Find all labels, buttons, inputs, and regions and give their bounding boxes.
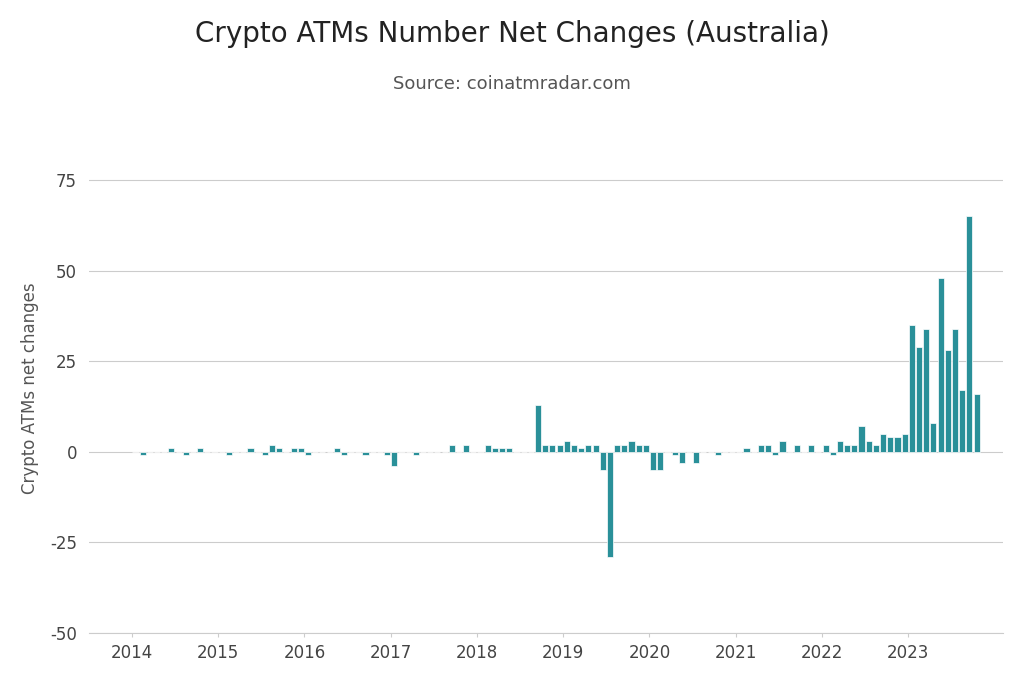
Bar [593, 445, 599, 452]
Bar [909, 325, 914, 452]
Text: Crypto ATMs Number Net Changes (Australia): Crypto ATMs Number Net Changes (Australi… [195, 20, 829, 48]
Bar [139, 452, 145, 456]
Bar [622, 445, 628, 452]
Bar [463, 445, 469, 452]
Bar [248, 448, 254, 452]
Bar [636, 445, 642, 452]
Bar [743, 448, 750, 452]
Bar [938, 278, 944, 452]
Bar [924, 329, 930, 452]
Bar [182, 452, 188, 456]
Bar [564, 441, 570, 452]
Bar [198, 448, 203, 452]
Bar [829, 452, 836, 456]
Bar [916, 347, 923, 452]
Bar [535, 405, 541, 452]
Bar [901, 434, 907, 452]
Bar [492, 448, 498, 452]
Bar [715, 452, 721, 456]
Bar [643, 445, 649, 452]
Bar [614, 445, 621, 452]
Bar [650, 452, 656, 470]
Bar [837, 441, 843, 452]
Bar [808, 445, 814, 452]
Bar [542, 445, 548, 452]
Bar [549, 445, 555, 452]
Bar [499, 448, 505, 452]
Bar [607, 452, 613, 557]
Bar [974, 394, 980, 452]
Bar [449, 445, 455, 452]
Bar [865, 441, 871, 452]
Bar [298, 448, 304, 452]
Bar [579, 448, 585, 452]
Bar [226, 452, 232, 456]
Bar [758, 445, 764, 452]
Bar [413, 452, 419, 456]
Bar [506, 448, 512, 452]
Bar [484, 445, 490, 452]
Bar [600, 452, 606, 470]
Bar [672, 452, 678, 456]
Bar [822, 445, 828, 452]
Bar [779, 441, 785, 452]
Bar [362, 452, 369, 456]
Bar [262, 452, 268, 456]
Bar [657, 452, 664, 470]
Bar [887, 437, 893, 452]
Bar [269, 445, 275, 452]
Bar [945, 350, 951, 452]
Bar [844, 445, 850, 452]
Bar [557, 445, 562, 452]
Bar [872, 445, 879, 452]
Bar [384, 452, 390, 456]
Bar [629, 441, 635, 452]
Bar [334, 448, 340, 452]
Bar [168, 448, 174, 452]
Y-axis label: Crypto ATMs net changes: Crypto ATMs net changes [20, 283, 39, 494]
Bar [391, 452, 397, 466]
Bar [851, 445, 857, 452]
Bar [765, 445, 771, 452]
Bar [880, 434, 886, 452]
Bar [952, 329, 958, 452]
Bar [571, 445, 578, 452]
Bar [858, 426, 864, 452]
Bar [291, 448, 297, 452]
Text: Source: coinatmradar.com: Source: coinatmradar.com [393, 75, 631, 93]
Bar [931, 423, 937, 452]
Bar [794, 445, 800, 452]
Bar [772, 452, 778, 456]
Bar [341, 452, 347, 456]
Bar [693, 452, 699, 462]
Bar [679, 452, 685, 462]
Bar [305, 452, 311, 456]
Bar [586, 445, 592, 452]
Bar [967, 217, 973, 452]
Bar [959, 390, 966, 452]
Bar [276, 448, 283, 452]
Bar [894, 437, 900, 452]
